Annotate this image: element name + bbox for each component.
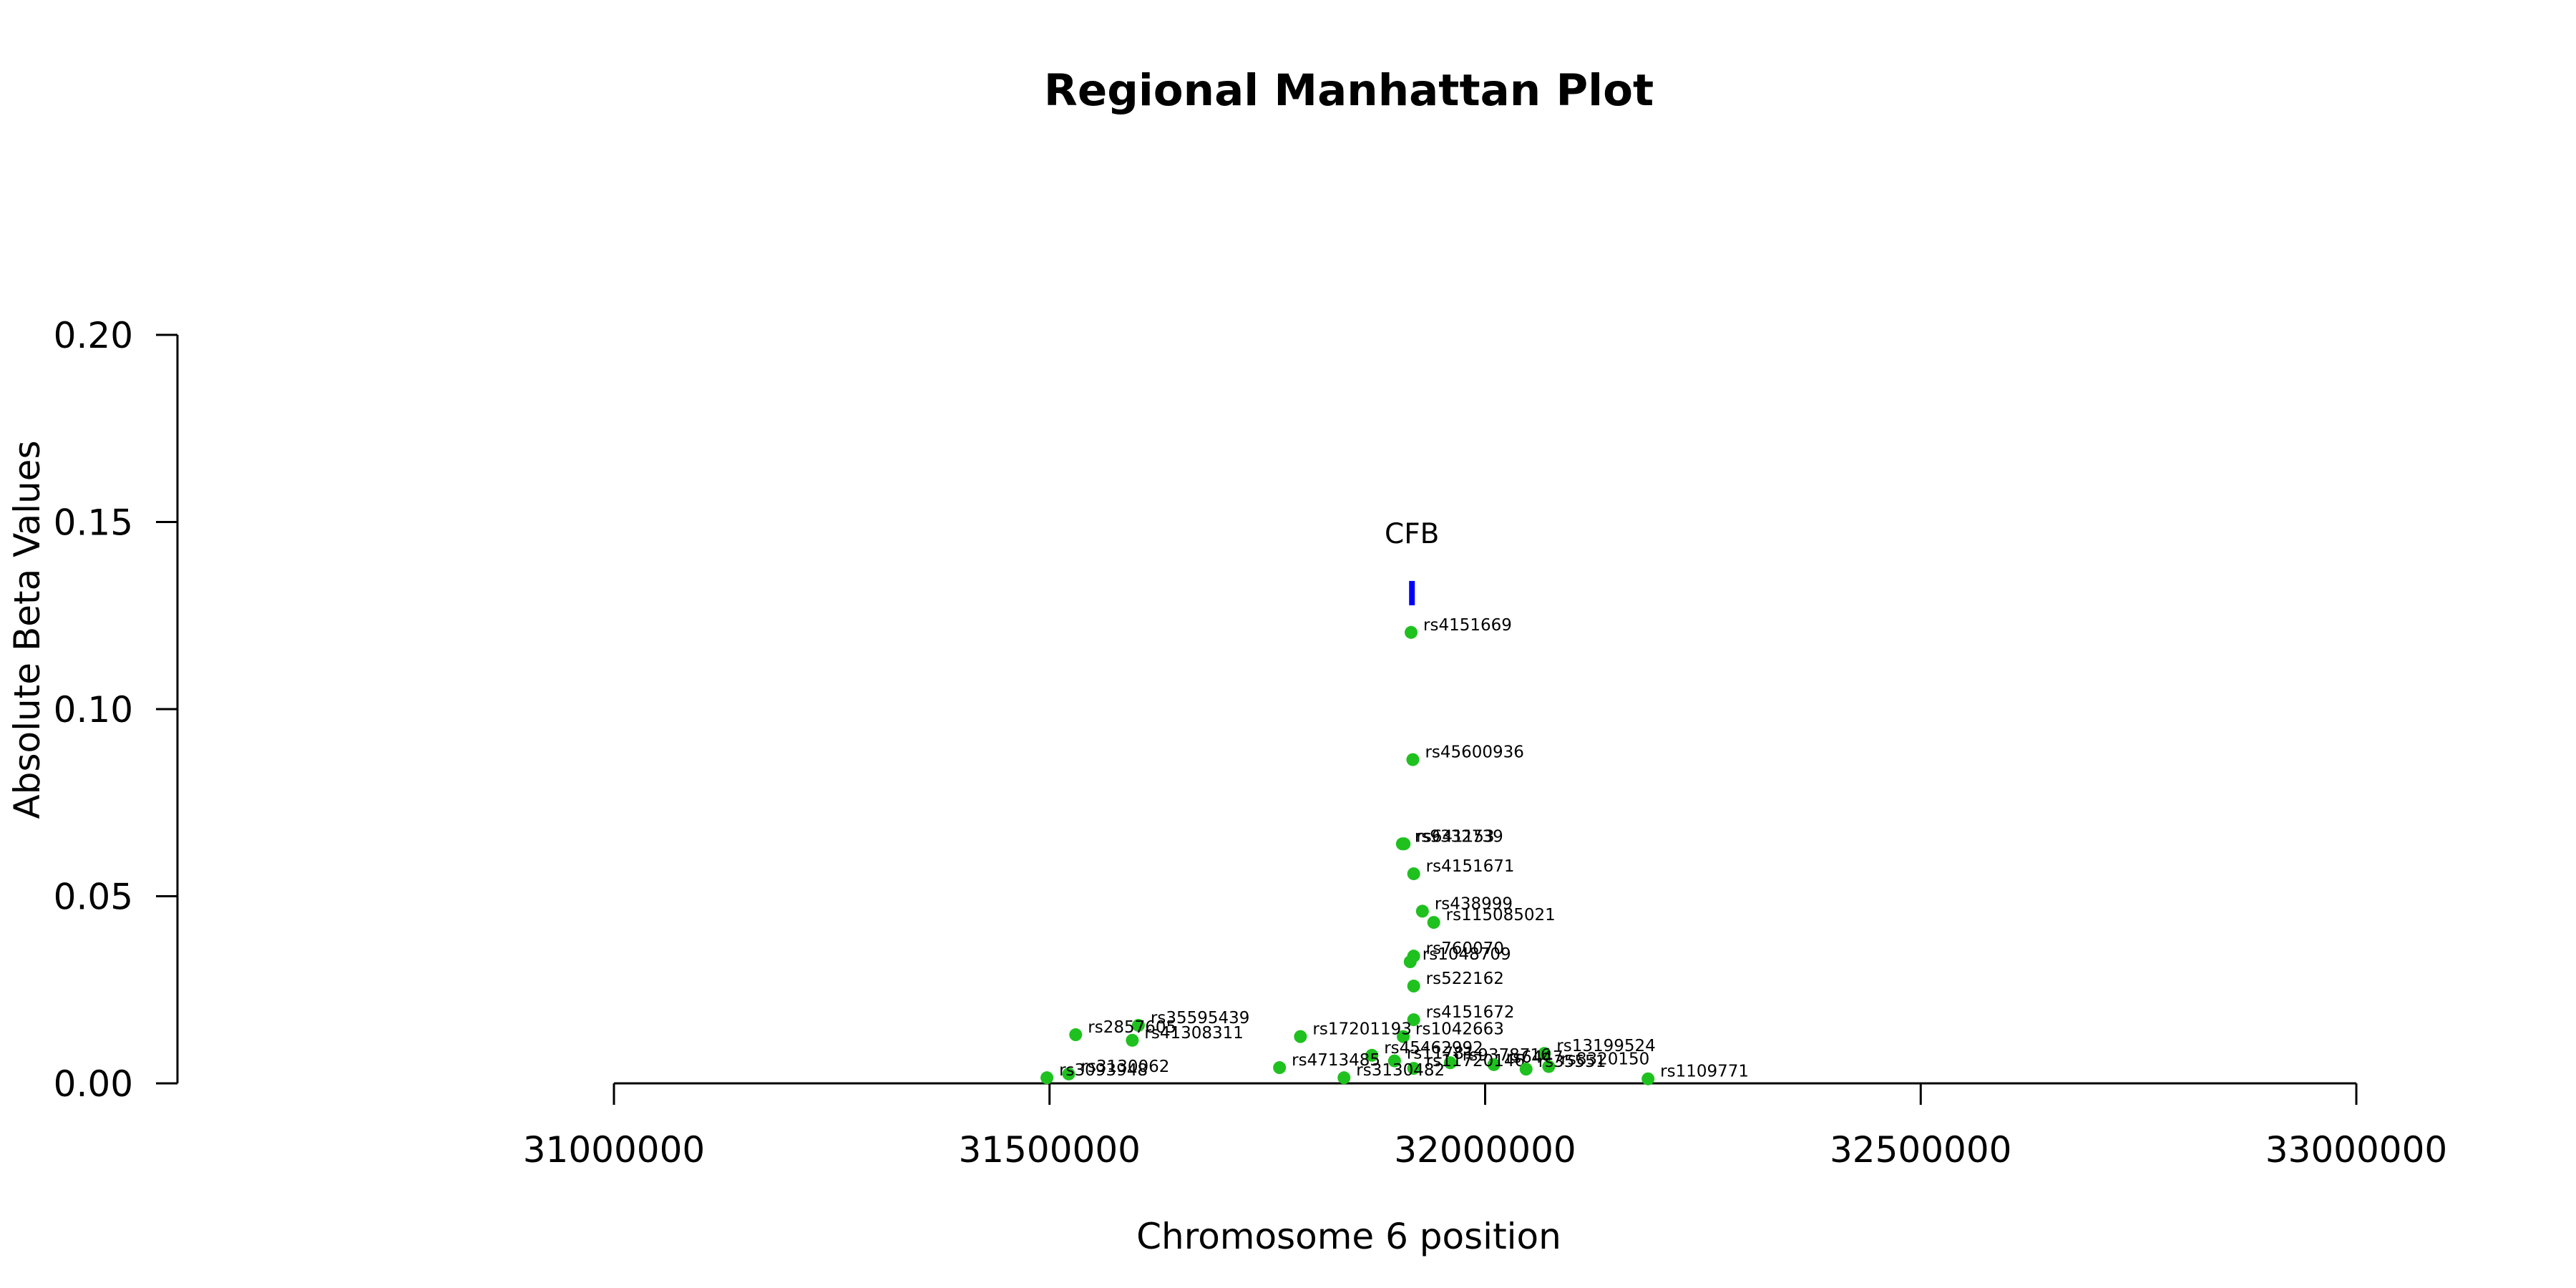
- x-tick-label: 31000000: [523, 1129, 706, 1171]
- snp-label: rs3130482: [1356, 1061, 1445, 1080]
- snp-point: [1387, 1054, 1401, 1068]
- snp-label: rs2857605: [1088, 1018, 1176, 1037]
- snp-point: [1069, 1028, 1083, 1042]
- snp-point: [1397, 837, 1411, 851]
- x-tick-label: 32500000: [1830, 1129, 2012, 1171]
- snp-point: [1040, 1071, 1054, 1085]
- snp-point: [1519, 1063, 1533, 1076]
- x-tick-label: 32000000: [1394, 1129, 1576, 1171]
- snp-label: rs3130062: [1081, 1058, 1170, 1076]
- snp-label: rs522162: [1426, 970, 1504, 988]
- snp-label: rs1042663: [1415, 1020, 1504, 1039]
- snp-label: rs4151669: [1423, 616, 1512, 635]
- snp-point: [1273, 1061, 1287, 1075]
- snp-point: [1538, 1047, 1551, 1060]
- snp-label: rs8320150: [1561, 1050, 1649, 1068]
- snp-label: rs35551: [1538, 1053, 1606, 1071]
- snp-label: rs11781: [1407, 1045, 1475, 1063]
- snp-point: [1365, 1048, 1379, 1062]
- snp-point: [1403, 955, 1417, 969]
- snp-point: [1407, 867, 1420, 881]
- snp-point: [1294, 1030, 1307, 1043]
- y-axis-label: Absolute Beta Values: [6, 441, 48, 819]
- snp-point: [1062, 1067, 1075, 1080]
- snp-point: [1397, 1030, 1410, 1043]
- gene-label: CFB: [1385, 518, 1439, 550]
- x-tick-label: 31500000: [959, 1129, 1141, 1171]
- snp-label: rs45600936: [1425, 743, 1524, 762]
- snp-label: rs9332739: [1415, 827, 1503, 846]
- y-tick-label: 0.00: [54, 1063, 133, 1105]
- axes: 31000000 31500000 32000000 32500000 33000000…: [54, 315, 2448, 1171]
- snp-point: [1126, 1033, 1139, 1047]
- snp-label: rs11720146: [1426, 1052, 1526, 1070]
- snp-label: rs9378716: [1463, 1046, 1551, 1065]
- snp-point: [1407, 1062, 1420, 1075]
- snp-label: rs17201193: [1312, 1020, 1412, 1039]
- snp-label: rs760070: [1426, 940, 1504, 958]
- snp-label: rs45462992: [1384, 1039, 1483, 1058]
- x-axis-label: Chromosome 6 position: [1136, 1216, 1561, 1257]
- snp-point: [1641, 1072, 1655, 1085]
- snp-point: [1337, 1071, 1351, 1085]
- snp-label: rs1048709: [1423, 945, 1511, 964]
- snp-label: rs41308311: [1144, 1024, 1244, 1043]
- snp-point: [1131, 1018, 1145, 1032]
- snp-point: [1406, 753, 1420, 766]
- snp-label: rs1109771: [1660, 1063, 1749, 1081]
- y-tick-label: 0.10: [54, 689, 133, 731]
- snp-label: rs13199524: [1556, 1037, 1656, 1055]
- gene-marker: [1409, 580, 1415, 605]
- snp-label: rs35595439: [1151, 1009, 1250, 1028]
- snp-label: rs115085021: [1446, 906, 1556, 924]
- snp-label: rs438999: [1435, 894, 1513, 913]
- snp-label: rs4151672: [1426, 1003, 1515, 1022]
- snp-point: [1542, 1060, 1556, 1073]
- y-tick-label: 0.20: [54, 315, 133, 356]
- snp-point: [1405, 625, 1418, 639]
- snp-point: [1415, 904, 1429, 918]
- snp-label: rs641153: [1416, 827, 1494, 846]
- snp-point: [1407, 980, 1420, 993]
- snp-label: rs3093948: [1059, 1061, 1148, 1080]
- y-tick-label: 0.15: [54, 502, 133, 544]
- snp-point: [1443, 1056, 1457, 1070]
- snp-label: rs4713485: [1292, 1051, 1380, 1070]
- chart-title: Regional Manhattan Plot: [1044, 65, 1654, 116]
- x-tick-label: 33000000: [2265, 1129, 2448, 1171]
- snp-point: [1487, 1058, 1501, 1071]
- snp-point: [1427, 916, 1440, 930]
- snp-point: [1407, 1013, 1420, 1027]
- snp-label: rs4151671: [1426, 857, 1515, 876]
- gene-annotations: CFB: [1385, 518, 1439, 605]
- y-tick-label: 0.05: [54, 877, 133, 918]
